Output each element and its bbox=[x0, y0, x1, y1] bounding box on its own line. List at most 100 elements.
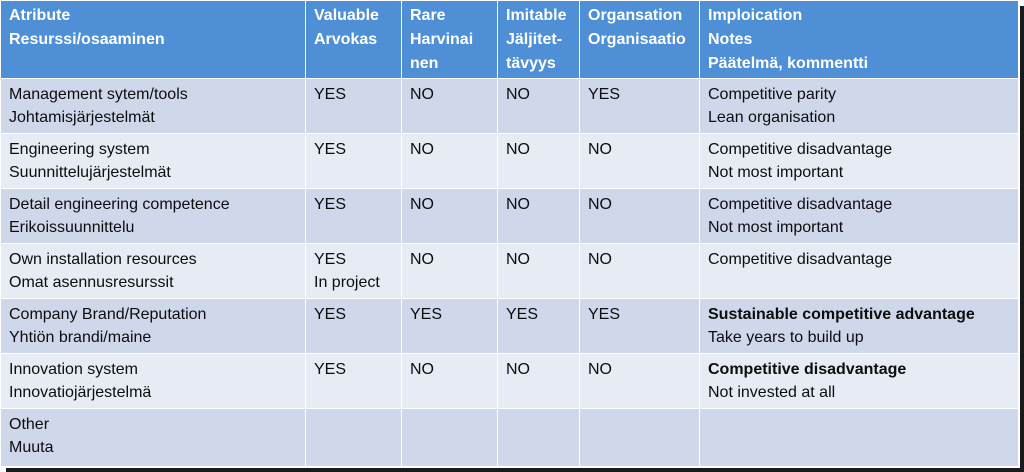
attribute-line: Erikoissuunnittelu bbox=[9, 219, 135, 236]
cell-attribute: Innovation system Innovatiojärjestelmä bbox=[0, 353, 306, 409]
valuable-line: YES bbox=[314, 361, 347, 378]
cell-attribute: Management sytem/tools Johtamisjärjestelm… bbox=[0, 78, 306, 134]
cell-attribute: Detail engineering competence Erikoissuun… bbox=[0, 188, 306, 244]
cell-organisation: NO bbox=[579, 188, 700, 244]
cell-rare: NO bbox=[401, 133, 498, 189]
cell-imitable: NO bbox=[497, 353, 580, 409]
header-rare-line: Rare bbox=[410, 7, 446, 24]
header-attribute: Atribute Resurssi/osaaminen bbox=[0, 0, 306, 79]
table-row: Engineering system Suunnittelujärjestelmä… bbox=[0, 133, 1019, 189]
header-valuable: Valuable Arvokas bbox=[305, 0, 402, 79]
header-attribute-line: Atribute bbox=[9, 7, 71, 24]
cell-notes: Sustainable competitive advantage Take ye… bbox=[699, 298, 1019, 354]
attribute-line: Other bbox=[9, 416, 50, 433]
organisation-value: YES bbox=[588, 86, 621, 103]
cell-imitable: NO bbox=[497, 78, 580, 134]
attribute-line: Company Brand/Reputation bbox=[9, 306, 207, 323]
cell-valuable: YES bbox=[305, 298, 402, 354]
header-valuable-line: Arvokas bbox=[314, 31, 378, 48]
table-row: Own installation resources Omat asennusre… bbox=[0, 243, 1019, 299]
attribute-line: Innovation system bbox=[9, 361, 138, 378]
cell-attribute: Other Muuta bbox=[0, 408, 306, 467]
header-row: Atribute Resurssi/osaaminen Valuable Arv… bbox=[0, 0, 1019, 79]
header-valuable-line: Valuable bbox=[314, 7, 379, 24]
header-implication: Imploication Notes Päätelmä, kommentti bbox=[699, 0, 1019, 79]
valuable-line: YES bbox=[314, 251, 347, 268]
cell-rare: NO bbox=[401, 243, 498, 299]
cell-notes: Competitive parity Lean organisation bbox=[699, 78, 1019, 134]
header-imitable-line: tävyys bbox=[506, 55, 556, 72]
organisation-value: NO bbox=[588, 196, 612, 213]
attribute-line: Muuta bbox=[9, 439, 54, 456]
cell-rare bbox=[401, 408, 498, 467]
rare-value: NO bbox=[410, 251, 434, 268]
header-implication-line: Imploication bbox=[708, 7, 803, 24]
notes-line: Competitive disadvantage bbox=[708, 361, 907, 378]
cell-valuable: YES bbox=[305, 133, 402, 189]
cell-valuable: YES bbox=[305, 353, 402, 409]
table-row: Management sytem/tools Johtamisjärjestelm… bbox=[0, 78, 1019, 134]
header-attribute-line: Resurssi/osaaminen bbox=[9, 31, 165, 48]
notes-line: Not most important bbox=[708, 164, 844, 181]
rare-value: NO bbox=[410, 86, 434, 103]
header-imitable: Imitable Jäljitet- tävyys bbox=[497, 0, 580, 79]
cell-imitable: YES bbox=[497, 298, 580, 354]
cell-attribute: Own installation resources Omat asennusre… bbox=[0, 243, 306, 299]
cell-imitable: NO bbox=[497, 243, 580, 299]
notes-line: Competitive parity bbox=[708, 86, 837, 103]
organisation-value: NO bbox=[588, 361, 612, 378]
cell-attribute: Engineering system Suunnittelujärjestelmä… bbox=[0, 133, 306, 189]
cell-organisation: NO bbox=[579, 133, 700, 189]
cell-imitable: NO bbox=[497, 133, 580, 189]
imitable-value: NO bbox=[506, 361, 530, 378]
valuable-line: YES bbox=[314, 196, 347, 213]
header-organisation: Organsation Organisaatio bbox=[579, 0, 700, 79]
cell-valuable bbox=[305, 408, 402, 467]
notes-line: Competitive disadvantage bbox=[708, 196, 893, 213]
table-body: Management sytem/tools Johtamisjärjestelm… bbox=[0, 78, 1019, 467]
notes-line: Competitive disadvantage bbox=[708, 141, 893, 158]
cell-valuable: YES bbox=[305, 188, 402, 244]
cell-notes: Competitive disadvantage Not most importa… bbox=[699, 188, 1019, 244]
imitable-value: YES bbox=[506, 306, 539, 323]
cell-organisation: YES bbox=[579, 298, 700, 354]
cell-notes bbox=[699, 408, 1019, 467]
notes-line: Sustainable competitive advantage bbox=[708, 306, 975, 323]
attribute-line: Management sytem/tools bbox=[9, 86, 188, 103]
notes-line: Competitive disadvantage bbox=[708, 251, 893, 268]
notes-line: Take years to build up bbox=[708, 329, 864, 346]
organisation-value: YES bbox=[588, 306, 621, 323]
organisation-value: NO bbox=[588, 141, 612, 158]
valuable-line: In project bbox=[314, 274, 380, 291]
valuable-line: YES bbox=[314, 141, 347, 158]
cell-attribute: Company Brand/Reputation Yhtiön brandi/ma… bbox=[0, 298, 306, 354]
cell-notes: Competitive disadvantage Not invested at … bbox=[699, 353, 1019, 409]
header-imitable-line: Imitable bbox=[506, 7, 567, 24]
header-imitable-line: Jäljitet- bbox=[506, 31, 563, 48]
attribute-line: Johtamisjärjestelmät bbox=[9, 109, 155, 126]
header-rare-line: nen bbox=[410, 55, 439, 72]
cell-organisation: NO bbox=[579, 353, 700, 409]
cell-organisation: NO bbox=[579, 243, 700, 299]
imitable-value: NO bbox=[506, 251, 530, 268]
cell-rare: NO bbox=[401, 188, 498, 244]
imitable-value: NO bbox=[506, 86, 530, 103]
table-row: Other Muuta bbox=[0, 408, 1019, 467]
rare-value: NO bbox=[410, 196, 434, 213]
notes-line: Lean organisation bbox=[708, 109, 836, 126]
header-implication-line: Päätelmä, kommentti bbox=[708, 55, 869, 72]
attribute-line: Omat asennusresurssit bbox=[9, 274, 174, 291]
attribute-line: Own installation resources bbox=[9, 251, 197, 268]
header-rare: Rare Harvinai nen bbox=[401, 0, 498, 79]
valuable-line: YES bbox=[314, 86, 347, 103]
table-row: Innovation system Innovatiojärjestelmä YES… bbox=[0, 353, 1019, 409]
table-row: Company Brand/Reputation Yhtiön brandi/ma… bbox=[0, 298, 1019, 354]
attribute-line: Suunnittelujärjestelmät bbox=[9, 164, 171, 181]
cell-organisation bbox=[579, 408, 700, 467]
cell-imitable bbox=[497, 408, 580, 467]
imitable-value: NO bbox=[506, 141, 530, 158]
cell-rare: NO bbox=[401, 78, 498, 134]
cell-valuable: YES bbox=[305, 78, 402, 134]
header-organisation-line: Organisaatio bbox=[588, 31, 686, 48]
